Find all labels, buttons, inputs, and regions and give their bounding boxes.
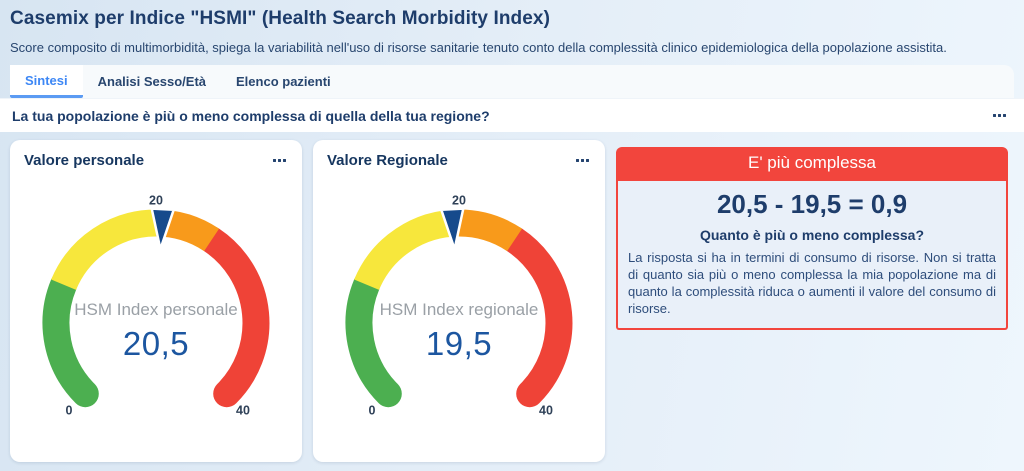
gauge-pointer <box>440 207 465 251</box>
page-subtitle: Score composito di multimorbidità, spieg… <box>10 40 947 55</box>
card-header: Valore personale <box>24 152 288 169</box>
gauge-segment-orange <box>458 209 523 252</box>
content-area: Valore personale 0 20 40 HSM Index persona… <box>0 132 1024 470</box>
gauge-segment-red <box>198 226 270 408</box>
ellipsis-icon[interactable] <box>991 110 1008 121</box>
gauge-segment-red <box>501 226 573 408</box>
gauge-center-value: 20,5 <box>123 325 189 362</box>
result-body: 20,5 - 19,5 = 0,9 Quanto è più o meno co… <box>616 181 1008 330</box>
tab-elenco-pazienti[interactable]: Elenco pazienti <box>236 74 331 89</box>
card-valore-personale: Valore personale 0 20 40 HSM Index persona… <box>10 140 302 462</box>
gauge-center-label: HSM Index personale <box>74 300 237 319</box>
tab-analisi-sesso-eta[interactable]: Analisi Sesso/Età <box>97 74 207 89</box>
card-title: Valore Regionale <box>327 152 448 169</box>
gauge-center-value: 19,5 <box>426 325 492 362</box>
gauge-pointer <box>150 207 175 251</box>
result-header: E' più complessa <box>616 147 1008 181</box>
result-panel: E' più complessa 20,5 - 19,5 = 0,9 Quant… <box>616 147 1008 330</box>
question-bar: La tua popolazione è più o meno compless… <box>0 98 1024 132</box>
page-header: Casemix per Indice "HSMI" (Health Search… <box>0 0 1024 98</box>
gauge-axis-label: 40 <box>236 404 250 418</box>
card-title: Valore personale <box>24 152 145 169</box>
gauge-segment-yellow <box>51 209 157 291</box>
gauge-chart-personale: 0 20 40 HSM Index personale 20,5 <box>42 194 270 418</box>
ellipsis-icon[interactable] <box>574 155 591 166</box>
result-subheading: Quanto è più o meno complessa? <box>699 227 925 243</box>
gauge-axis-label: 20 <box>452 194 466 208</box>
gauge-axis-label: 0 <box>369 404 376 418</box>
result-formula: 20,5 - 19,5 = 0,9 <box>716 189 908 219</box>
gauge-segment-green <box>42 271 99 408</box>
tab-bar: Sintesi Analisi Sesso/Età Elenco pazient… <box>10 65 1014 98</box>
card-header: Valore Regionale <box>327 152 591 169</box>
gauge-axis-label: 0 <box>66 404 73 418</box>
ellipsis-icon[interactable] <box>271 155 288 166</box>
gauge-chart-regionale: 0 20 40 HSM Index regionale 19,5 <box>345 194 573 418</box>
result-description: La risposta si ha in termini di consumo … <box>628 250 996 317</box>
gauge-segment-yellow <box>354 209 460 291</box>
gauge-axis-label: 40 <box>539 404 553 418</box>
gauge-center-label: HSM Index regionale <box>380 300 539 319</box>
card-valore-regionale: Valore Regionale 0 20 40 HSM Index regiona… <box>313 140 605 462</box>
page-title: Casemix per Indice "HSMI" (Health Search… <box>10 8 551 29</box>
tab-sintesi[interactable]: Sintesi <box>10 65 83 98</box>
gauge-segment-green <box>345 271 402 408</box>
question-text: La tua popolazione è più o meno compless… <box>12 107 490 124</box>
gauge-axis-label: 20 <box>149 194 163 208</box>
